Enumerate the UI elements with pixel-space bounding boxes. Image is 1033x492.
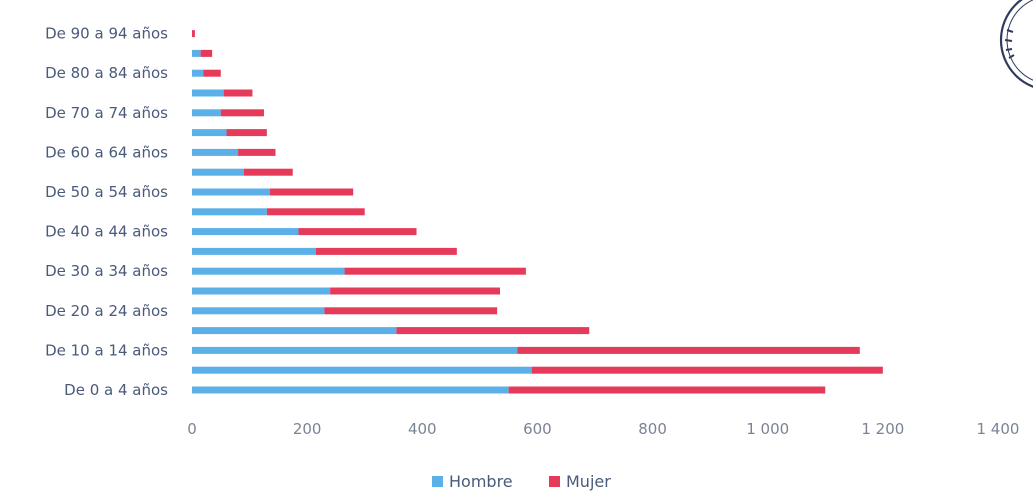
legend-swatch-hombre xyxy=(432,476,443,487)
bar-hombre-9 xyxy=(192,208,267,216)
bar-mujer-18 xyxy=(192,30,195,38)
bar-mujer-15 xyxy=(223,89,253,97)
category-label-10: De 50 a 54 años xyxy=(45,183,168,201)
category-label-4: De 20 a 24 años xyxy=(45,302,168,320)
legend-label-hombre: Hombre xyxy=(449,472,513,491)
bar-mujer-9 xyxy=(266,208,365,216)
category-labels: De 0 a 4 años De 10 a 14 años De 20 a 24 a… xyxy=(45,25,168,399)
bar-mujer-5 xyxy=(330,287,500,295)
category-label-14: De 70 a 74 años xyxy=(45,104,168,122)
bar-mujer-6 xyxy=(344,267,526,275)
bar-hombre-2 xyxy=(192,346,518,354)
x-tick-label-0: 0 xyxy=(187,420,197,438)
legend-swatch-mujer xyxy=(549,476,560,487)
bar-hombre-5 xyxy=(192,287,331,295)
x-tick-label-6: 1 200 xyxy=(861,420,904,438)
bar-mujer-3 xyxy=(396,327,590,335)
bar-mujer-17 xyxy=(200,49,213,57)
bar-hombre-3 xyxy=(192,327,397,335)
bar-hombre-17 xyxy=(192,49,201,57)
category-label-16: De 80 a 84 años xyxy=(45,64,168,82)
bar-hombre-16 xyxy=(192,69,204,77)
bar-mujer-10 xyxy=(269,188,354,196)
x-tick-label-7: 1 400 xyxy=(977,420,1020,438)
bar-mujer-4 xyxy=(324,307,498,315)
x-tick-label-1: 200 xyxy=(293,420,322,438)
bar-hombre-15 xyxy=(192,89,224,97)
bar-mujer-1 xyxy=(531,366,883,374)
category-label-18: De 90 a 94 años xyxy=(45,25,168,43)
bar-hombre-8 xyxy=(192,228,299,236)
bars-group xyxy=(192,30,883,394)
bar-hombre-11 xyxy=(192,168,244,176)
bar-hombre-4 xyxy=(192,307,325,315)
bar-mujer-2 xyxy=(517,346,860,354)
x-tick-label-5: 1 000 xyxy=(746,420,789,438)
x-tick-label-2: 400 xyxy=(408,420,437,438)
category-label-2: De 10 a 14 años xyxy=(45,341,168,359)
bar-hombre-7 xyxy=(192,247,316,255)
category-label-0: De 0 a 4 años xyxy=(64,381,168,399)
bar-hombre-13 xyxy=(192,129,227,137)
bar-mujer-11 xyxy=(243,168,293,176)
bar-mujer-7 xyxy=(315,247,457,255)
x-axis-ticks: 0 200 400 600 800 1 000 1 200 1 400 xyxy=(187,420,1019,438)
stamp-seal xyxy=(999,0,1033,88)
bar-mujer-13 xyxy=(226,129,267,137)
bar-mujer-0 xyxy=(508,386,826,394)
legend: Hombre Mujer xyxy=(432,472,611,491)
category-label-8: De 40 a 44 años xyxy=(45,223,168,241)
bar-mujer-14 xyxy=(220,109,264,117)
category-label-6: De 30 a 34 años xyxy=(45,262,168,280)
bar-hombre-6 xyxy=(192,267,345,275)
bar-hombre-14 xyxy=(192,109,221,117)
category-label-12: De 60 a 64 años xyxy=(45,143,168,161)
bar-hombre-12 xyxy=(192,148,239,156)
x-tick-label-3: 600 xyxy=(523,420,552,438)
bar-hombre-1 xyxy=(192,366,532,374)
legend-label-mujer: Mujer xyxy=(566,472,611,491)
bar-hombre-10 xyxy=(192,188,270,196)
bar-mujer-8 xyxy=(298,228,417,236)
bar-mujer-16 xyxy=(203,69,221,77)
bar-mujer-12 xyxy=(238,148,276,156)
bar-hombre-0 xyxy=(192,386,509,394)
x-tick-label-4: 800 xyxy=(638,420,667,438)
